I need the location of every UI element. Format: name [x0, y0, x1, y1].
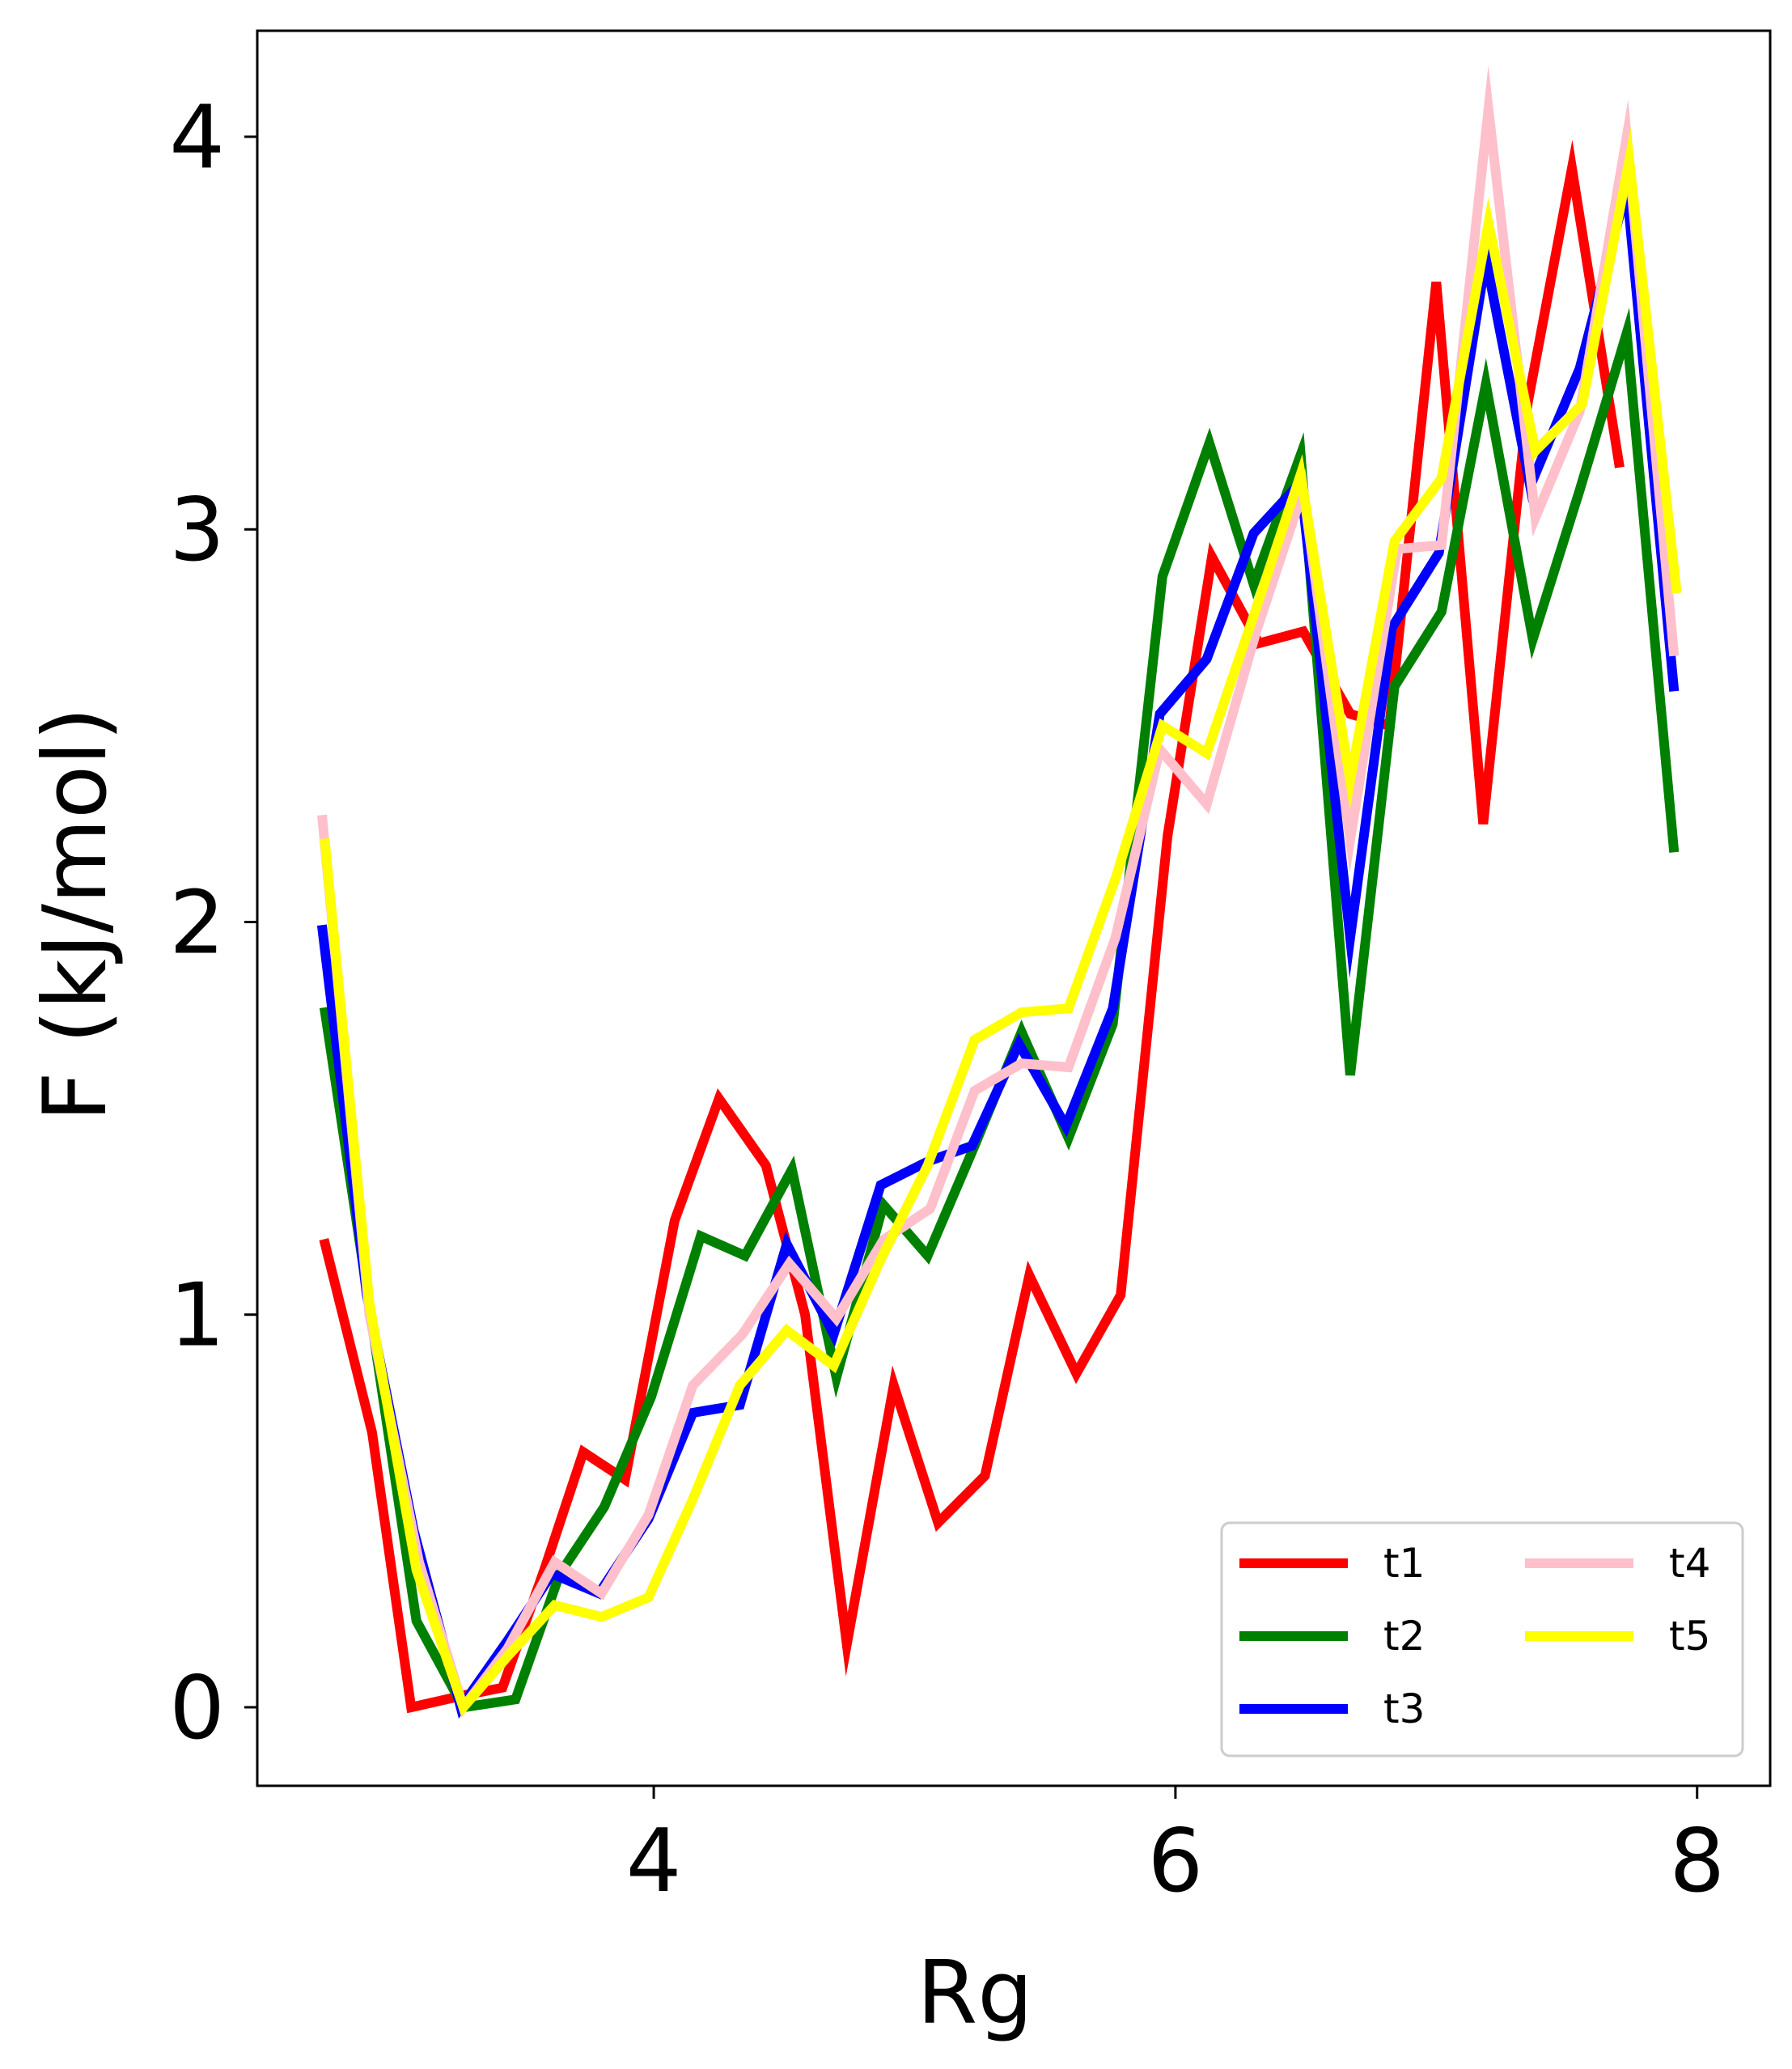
y-tick-label: 0 [169, 1658, 225, 1759]
x-tick-label: 6 [1148, 1811, 1204, 1912]
x-axis-label: Rg [917, 1943, 1033, 2044]
legend-label-t2: t2 [1383, 1613, 1425, 1660]
legend-box [1220, 1521, 1744, 1757]
x-axis-ticks: 4 6 8 [626, 1786, 1725, 1912]
series-line-t4 [317, 65, 1680, 1719]
y-axis-label: F (kJ/mol) [25, 707, 126, 1122]
y-tick-label: 4 [169, 87, 225, 189]
series-line-t5 [320, 127, 1682, 1717]
legend-label-t4: t4 [1669, 1540, 1710, 1587]
y-tick-label: 2 [169, 872, 225, 973]
x-tick-label: 8 [1669, 1811, 1725, 1912]
y-axis-ticks: 0 1 2 3 4 [169, 87, 257, 1759]
y-tick-label: 3 [169, 480, 225, 581]
plot-frame [256, 29, 1772, 1787]
legend-label-t3: t3 [1383, 1685, 1425, 1732]
y-tick-label: 1 [169, 1266, 225, 1367]
series-layer [316, 65, 1682, 1719]
x-tick-label: 4 [626, 1811, 682, 1912]
legend: t1 t2 t3 t4 t5 [1220, 1521, 1744, 1757]
legend-label-t5: t5 [1669, 1613, 1710, 1660]
legend-label-t1: t1 [1383, 1540, 1425, 1587]
